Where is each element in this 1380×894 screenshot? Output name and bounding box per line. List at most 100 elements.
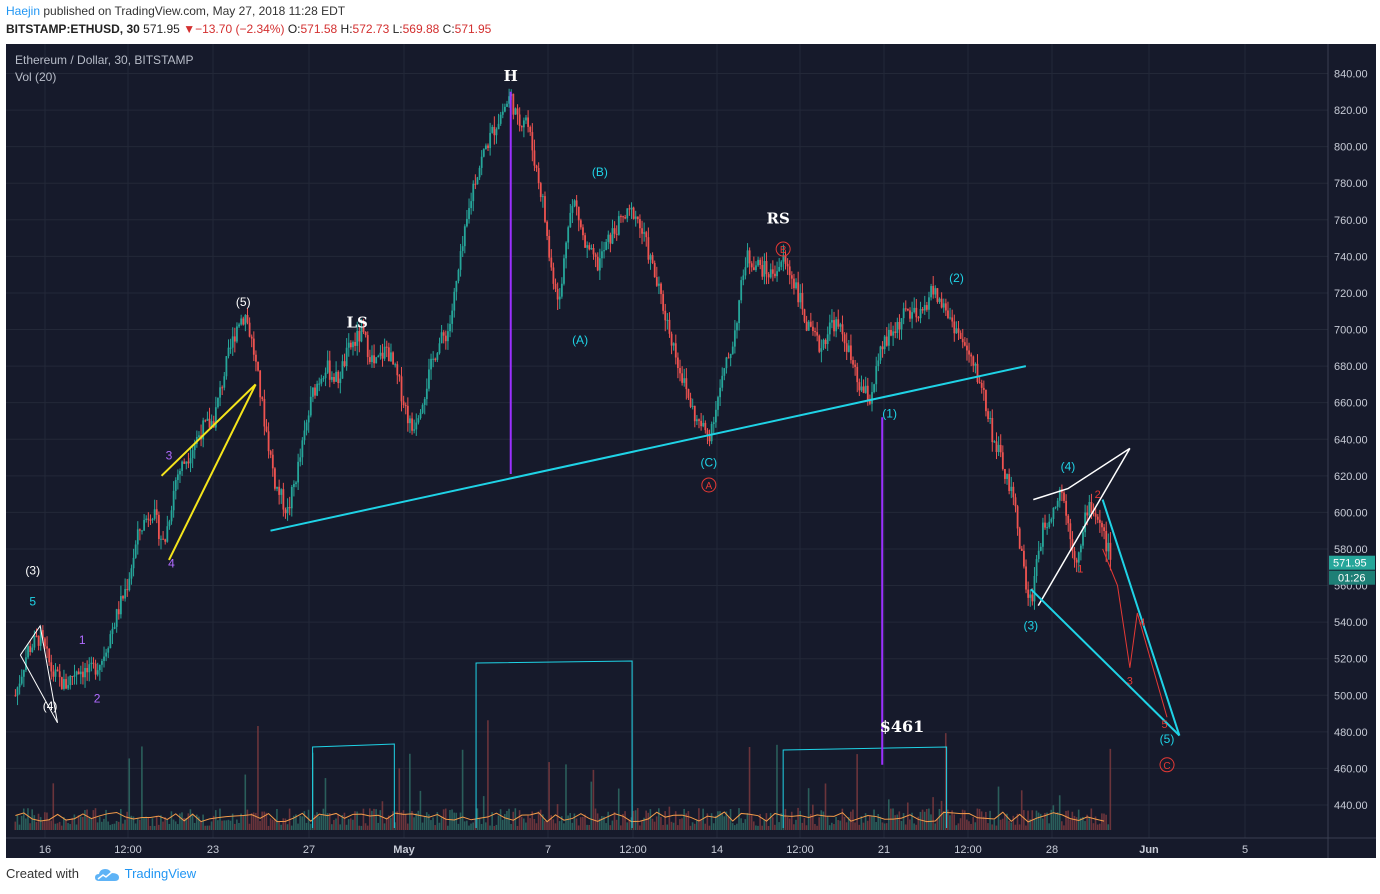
author-link[interactable]: Haejin [6,4,41,18]
candle-body [50,662,53,672]
volume-bar [191,813,194,830]
volume-bar [771,817,774,830]
candle-body [244,314,247,325]
trend-line[interactable] [1102,548,1168,718]
candle-body [398,375,401,377]
volume-bar [805,825,808,830]
volume-bar [413,817,415,830]
volume-bar [569,812,572,830]
candle-body [824,339,827,345]
candle-body [356,331,359,346]
volume-bar [733,825,736,830]
volume-bar [476,808,479,830]
volume-bar [84,810,86,830]
volume-bar [980,811,983,830]
wave-label: (5) [1160,732,1175,746]
candle-body [75,671,78,676]
volume-bar [894,815,896,830]
candle-body [204,420,207,422]
chart-panel[interactable] [6,44,1376,858]
trend-line[interactable] [1037,448,1131,607]
candle-body [803,309,806,322]
tradingview-brand-link[interactable]: TradingView [124,866,197,881]
volume-bar [698,808,700,830]
candle-body [776,271,778,277]
volume-bar [345,824,348,830]
candle-body [394,364,397,366]
trend-line[interactable] [19,624,59,723]
publisher-line: Haejin published on TradingView.com, May… [6,4,345,18]
volume-bar [759,813,761,830]
candle-body [533,150,536,166]
candle-body [421,404,424,413]
volume-bar [37,813,40,830]
trend-line[interactable] [1030,588,1181,737]
volume-bar [1037,812,1040,830]
candle-body [333,377,335,382]
volume-bar [1103,813,1105,830]
candle-body [797,282,800,303]
candle-body [818,335,821,352]
candle-body [124,589,127,599]
volume-bar [522,818,525,830]
candle-body [349,342,352,348]
wave-label: RS [767,209,790,227]
candle-body [35,635,38,637]
price-axis[interactable] [1328,44,1376,858]
candle-body [1031,594,1034,602]
candle-body [854,364,857,367]
volume-bar [645,810,647,830]
volume-bar [594,808,597,830]
trend-line[interactable] [19,654,58,723]
volume-bar [168,823,171,830]
volume-box [475,660,633,828]
volume-bar [824,783,827,830]
high-label: H: [340,22,353,36]
volume-bar [394,822,396,830]
wave-label: (5) [236,295,251,309]
candle-body [704,422,707,431]
wave-label: (B) [592,165,608,179]
candle-body [902,308,905,319]
volume-bar [377,822,380,830]
candle-body [352,342,354,348]
volume-bar [491,812,493,830]
candle-body [987,411,989,419]
volume-bar [1012,815,1015,830]
candle-body [358,331,361,342]
volume-bar [468,825,470,830]
candle-body [206,418,209,421]
candle-body [759,259,762,266]
volume-bar [658,808,660,830]
candle-body [662,294,665,311]
candle-body [1090,502,1093,513]
trend-line[interactable] [1101,499,1181,736]
volume-bar [662,824,664,830]
volume-bar [985,811,987,830]
volume-bar [525,822,527,830]
volume-bar [402,810,405,830]
trend-line[interactable] [270,365,1027,532]
candle-body [748,250,751,264]
volume-bar [1058,795,1061,830]
volume-bar [828,825,831,830]
candle-body [305,422,308,431]
candle-body [535,165,538,169]
volume-bar [236,819,238,830]
volume-bar [314,814,316,830]
candle-body [611,228,614,244]
trend-line[interactable] [168,383,257,561]
volume-bar [987,823,989,830]
trend-line[interactable] [160,383,257,477]
circled-wave-label: B [780,245,787,256]
volume-bar [400,812,403,830]
candle-body [947,310,949,318]
volume-bar [799,810,801,830]
volume-bar [246,809,249,830]
volume-bar [603,816,605,830]
wave-label: 3 [1127,675,1133,687]
candle-body [695,419,698,422]
trend-line[interactable] [1033,447,1131,501]
volume-bar [571,822,574,830]
